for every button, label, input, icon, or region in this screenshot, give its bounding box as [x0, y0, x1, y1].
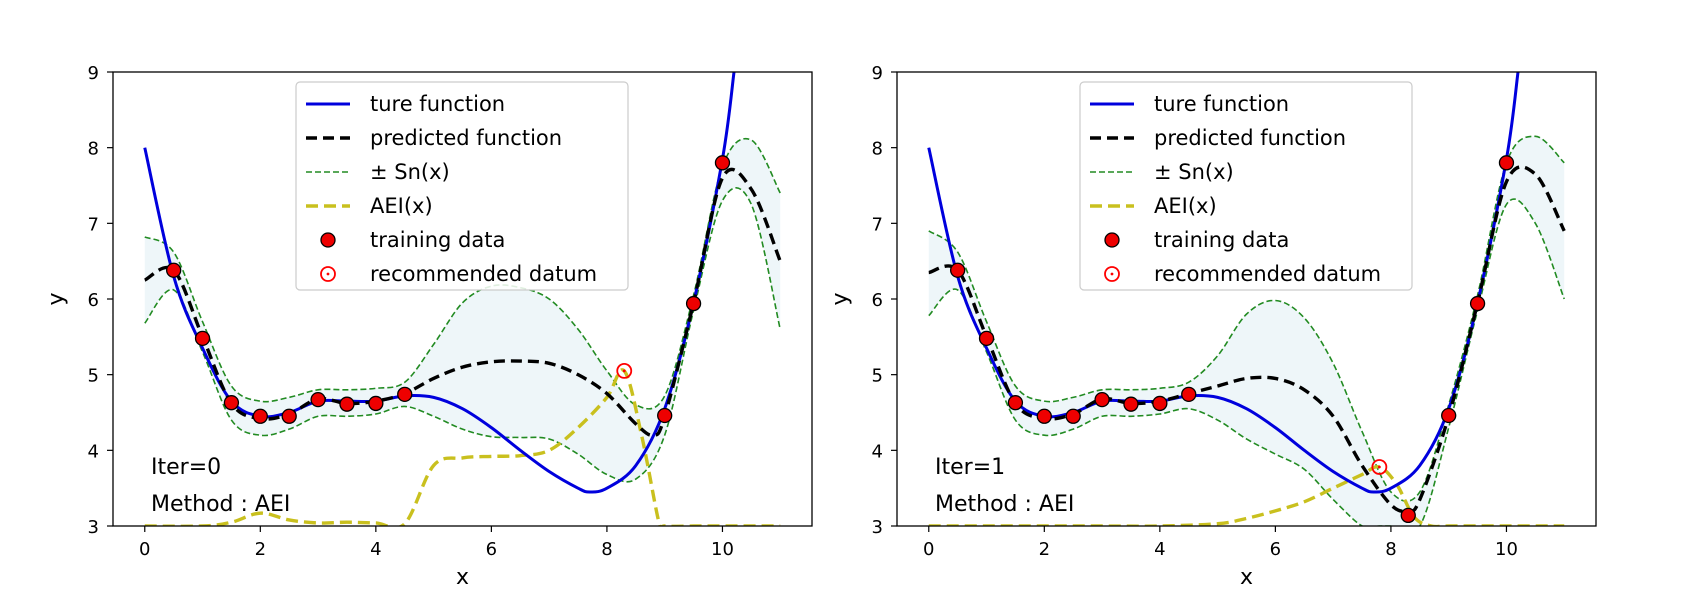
legend-swatch-dot [326, 272, 330, 276]
y-tick-label: 7 [88, 214, 99, 235]
method-label: Method : AEI [935, 492, 1074, 517]
training-point [978, 330, 995, 346]
upper-band-line [928, 135, 1565, 502]
training-point [1123, 396, 1139, 412]
y-tick-label: 9 [872, 63, 883, 84]
x-tick-label: 2 [255, 539, 266, 560]
x-tick-label: 4 [370, 539, 381, 560]
training-point [1469, 295, 1486, 312]
legend-swatch [1104, 266, 1120, 282]
training-point [339, 396, 355, 412]
y-tick-label: 5 [872, 366, 883, 387]
training-point [252, 408, 268, 424]
training-point [194, 330, 211, 346]
y-tick-label: 3 [88, 517, 99, 538]
training-point [1065, 408, 1081, 424]
y-tick-label: 3 [872, 517, 883, 538]
training-point [1498, 155, 1515, 171]
y-tick-label: 9 [88, 63, 99, 84]
legend-label: AEI(x) [370, 194, 433, 218]
x-tick-label: 8 [601, 539, 612, 560]
x-tick-label: 10 [711, 539, 734, 560]
lower-band-line [144, 187, 782, 483]
x-tick-label: 2 [1039, 539, 1050, 560]
recommended-datum-dot [1377, 465, 1381, 469]
x-tick-label: 8 [1385, 539, 1396, 560]
y-tick-label: 5 [88, 366, 99, 387]
y-tick-label: 6 [872, 290, 883, 311]
legend-frame [295, 81, 629, 291]
legend-label: ± Sn(x) [370, 160, 450, 184]
x-tick-label: 0 [139, 539, 150, 560]
y-tick-label: 4 [88, 441, 99, 462]
recommended-datum-marker [616, 362, 633, 379]
legend-label: predicted function [1154, 126, 1346, 150]
confidence-fill [928, 136, 1565, 526]
iteration-label: Iter=1 [935, 455, 1005, 480]
training-point [657, 407, 673, 424]
upper-band-line [144, 137, 781, 410]
lower-band-line [928, 198, 1565, 526]
legend-label: recommended datum [370, 262, 597, 286]
training-point [397, 386, 413, 402]
legend-label: ± Sn(x) [1154, 160, 1234, 184]
x-axis-label: x [456, 565, 469, 590]
y-tick-label: 8 [872, 139, 883, 160]
legend-label: training data [370, 228, 505, 252]
y-tick-label: 4 [872, 441, 883, 462]
training-point [950, 262, 966, 278]
iteration-label: Iter=0 [151, 455, 221, 480]
training-point [223, 395, 240, 411]
legend-swatch [320, 266, 336, 282]
y-axis-label: y [828, 292, 853, 305]
x-tick-label: 0 [923, 539, 934, 560]
training-point [166, 262, 182, 278]
legend-label: recommended datum [1154, 262, 1381, 286]
recommended-datum-dot [622, 369, 626, 373]
legend-label: ture function [370, 92, 505, 116]
y-axis-label: y [44, 292, 69, 305]
legend-swatch-dot [1110, 272, 1114, 276]
y-tick-label: 7 [872, 214, 883, 235]
legend: ture function predicted function ± Sn(x) A… [1079, 81, 1413, 291]
training-point [1181, 386, 1197, 402]
training-point [310, 391, 326, 408]
training-point [1094, 391, 1110, 408]
legend-swatch [320, 232, 336, 248]
chart-panel-0: 0 2 4 6 8 10 3 4 5 6 7 8 9 x y Iter=0 Method : AEI ture f… [44, 63, 813, 590]
recommended-datum-marker [1371, 459, 1388, 475]
training-point [1441, 407, 1457, 424]
y-tick-label: 6 [88, 290, 99, 311]
confidence-fill [144, 138, 781, 482]
legend-frame [1079, 81, 1413, 291]
legend-label: predicted function [370, 126, 562, 150]
chart-panel-1: 0 2 4 6 8 10 3 4 5 6 7 8 9 x y Iter=1 Method : AEI ture f… [828, 63, 1597, 590]
y-tick-label: 8 [88, 139, 99, 160]
training-point [714, 155, 731, 171]
training-point [1152, 395, 1168, 412]
x-tick-label: 10 [1495, 539, 1518, 560]
x-tick-label: 4 [1154, 539, 1165, 560]
training-point [368, 395, 384, 412]
x-tick-label: 6 [486, 539, 497, 560]
legend-swatch [1104, 232, 1120, 248]
training-point [1400, 507, 1416, 524]
aei-line [144, 368, 781, 526]
method-label: Method : AEI [151, 492, 290, 517]
x-axis-label: x [1240, 565, 1253, 590]
training-point [1007, 395, 1024, 411]
x-tick-label: 6 [1270, 539, 1281, 560]
legend: ture function predicted function ± Sn(x) A… [295, 81, 629, 291]
training-point [685, 295, 702, 312]
legend-label: ture function [1154, 92, 1289, 116]
legend-label: training data [1154, 228, 1289, 252]
training-point [281, 408, 297, 424]
legend-label: AEI(x) [1154, 194, 1217, 218]
training-point [1036, 408, 1052, 424]
